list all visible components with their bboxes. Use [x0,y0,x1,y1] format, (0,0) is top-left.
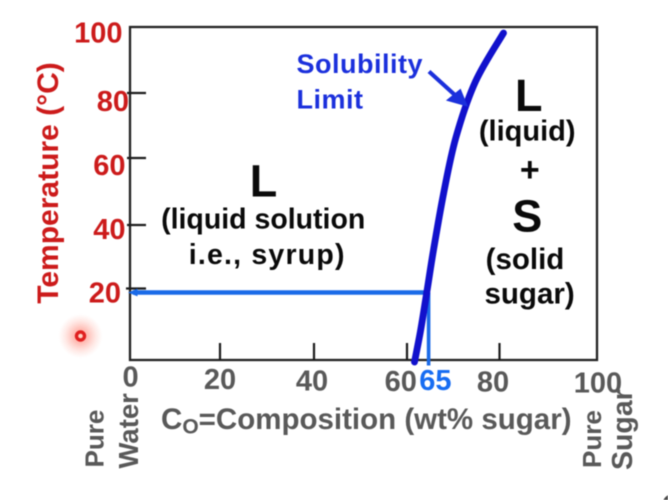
svg-text:60: 60 [385,366,417,398]
svg-text:sugar): sugar) [485,278,575,311]
svg-text:20: 20 [204,364,236,396]
svg-text:Temperature (°C): Temperature (°C) [32,62,65,303]
svg-text:100: 100 [74,17,122,49]
svg-text:20: 20 [89,278,121,310]
svg-text:Solubility: Solubility [297,49,424,79]
svg-text:80: 80 [477,366,509,398]
svg-text:40: 40 [93,214,125,246]
svg-text:S: S [512,191,542,242]
svg-text:100: 100 [574,367,622,399]
svg-text:Sugar: Sugar [607,389,639,470]
svg-text:Limit: Limit [297,85,364,115]
svg-text:CO=Composition (wt% sugar): CO=Composition (wt% sugar) [161,403,572,439]
svg-text:0: 0 [123,361,139,393]
svg-text:(solid: (solid [486,243,565,276]
svg-text:Pure: Pure [577,410,607,468]
svg-text:Water: Water [113,393,144,469]
svg-text:60: 60 [93,150,125,182]
svg-text:i.e., syrup): i.e., syrup) [189,239,346,271]
svg-text:40: 40 [296,366,328,398]
svg-text:(liquid): (liquid) [479,116,576,148]
svg-text:Pure: Pure [80,410,110,468]
svg-text:L: L [515,70,543,121]
svg-text:80: 80 [97,86,129,118]
svg-text:(liquid solution: (liquid solution [161,204,365,236]
svg-text:L: L [250,156,278,207]
svg-text:65: 65 [419,365,451,397]
svg-text:+: + [520,151,540,189]
